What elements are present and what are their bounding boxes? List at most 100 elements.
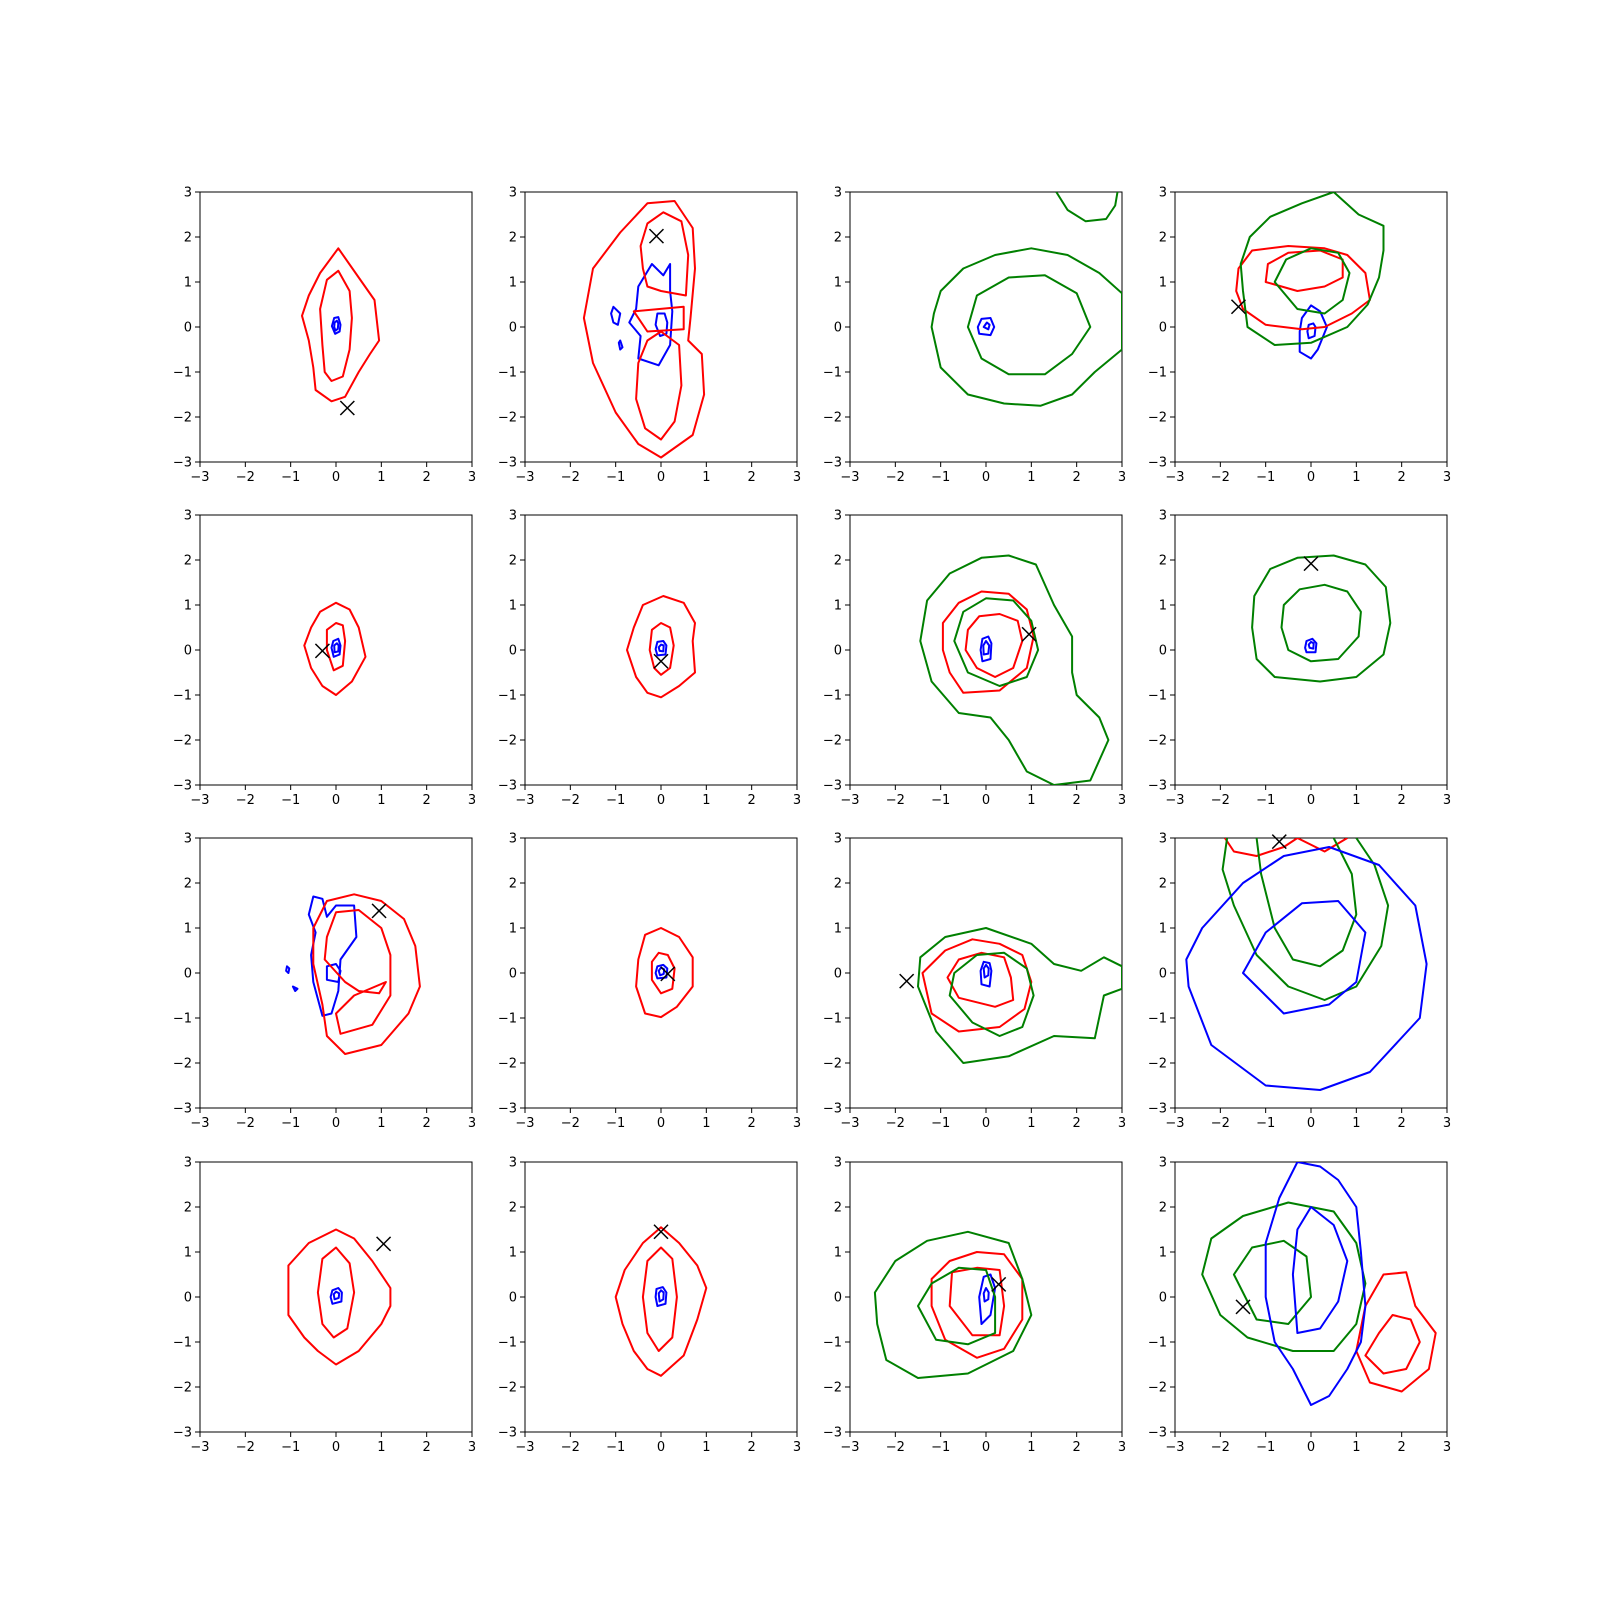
blue-contour-outer (1298, 304, 1328, 360)
green-contour-inner (948, 951, 1035, 1037)
y-tick-label: 0 (509, 967, 517, 982)
green-contour-inner (966, 274, 1092, 376)
y-tick-label: 1 (1159, 1246, 1167, 1261)
x-tick-label: 1 (377, 1116, 385, 1131)
y-tick-label: 0 (184, 967, 192, 982)
y-tick-label: 3 (509, 186, 517, 201)
x-tick-label: 0 (982, 1440, 990, 1455)
x-tick-label: 2 (1073, 793, 1081, 808)
x-tick-label: 2 (748, 470, 756, 485)
red-contour-outer (582, 200, 706, 459)
x-tick-label: 0 (1307, 470, 1315, 485)
x-tick-label: 3 (468, 470, 476, 485)
contour-group (919, 554, 1110, 785)
y-tick-label: 2 (834, 231, 842, 246)
x-tick-label: 0 (1307, 1440, 1315, 1455)
x-tick-label: −1 (606, 1116, 625, 1131)
x-marker (339, 400, 355, 416)
blue-contour-outer (979, 960, 993, 988)
x-tick-label: 2 (1398, 470, 1406, 485)
y-tick-label: −1 (823, 1336, 842, 1351)
panel-frame (849, 837, 1123, 1109)
panel-frame (524, 1161, 798, 1433)
blue-contour-outer (654, 1286, 668, 1307)
x-marker (660, 966, 676, 982)
y-tick-label: 0 (834, 967, 842, 982)
x-tick-label: 3 (793, 1116, 801, 1131)
green-contour-inner (1232, 1239, 1312, 1325)
y-tick-label: 1 (184, 1246, 192, 1261)
y-tick-label: −3 (498, 1102, 517, 1117)
y-tick-label: 3 (509, 509, 517, 524)
red-contour-outer (312, 893, 421, 1055)
x-tick-label: 1 (1352, 793, 1360, 808)
blue-contour-inner (982, 963, 990, 979)
red-contour-inner (641, 1246, 678, 1352)
x-tick-label: −2 (561, 1440, 580, 1455)
y-tick-label: 0 (834, 321, 842, 336)
blue-contour-outer (1185, 846, 1428, 1091)
blue-contour-outer (654, 640, 668, 657)
y-tick-label: 0 (509, 321, 517, 336)
y-tick-label: 1 (1159, 276, 1167, 291)
blue-contour-inner (657, 1289, 665, 1303)
y-tick-label: −3 (823, 779, 842, 794)
y-tick-label: 3 (1159, 186, 1167, 201)
y-tick-label: −1 (498, 1336, 517, 1351)
x-tick-label: 3 (1118, 1440, 1126, 1455)
red-contour-inner (319, 269, 353, 382)
y-tick-label: 3 (509, 1156, 517, 1171)
x-tick-label: 1 (702, 1116, 710, 1131)
x-tick-label: −2 (561, 470, 580, 485)
red-contour-inner (639, 211, 690, 297)
x-tick-label: 3 (1443, 1116, 1451, 1131)
contour-group (930, 192, 1122, 407)
x-tick-label: −1 (281, 793, 300, 808)
y-tick-label: 2 (509, 1201, 517, 1216)
y-tick-label: 2 (184, 554, 192, 569)
y-tick-label: −1 (173, 366, 192, 381)
red-contour-inner (650, 951, 676, 995)
x-marker (1271, 834, 1287, 850)
panel-frame (199, 1161, 473, 1433)
x-tick-label: 1 (1352, 1116, 1360, 1131)
x-tick-label: 1 (1027, 1116, 1035, 1131)
x-marker (648, 228, 664, 244)
y-tick-label: −2 (498, 411, 517, 426)
x-tick-label: −3 (515, 793, 534, 808)
y-tick-label: −3 (498, 456, 517, 471)
panel-frame (1174, 837, 1448, 1109)
y-tick-label: 0 (184, 1291, 192, 1306)
y-tick-label: −2 (498, 1381, 517, 1396)
y-tick-label: −1 (823, 366, 842, 381)
y-tick-label: 3 (184, 832, 192, 847)
panel-1: −3−3 −2 −2 −1 −1 0 0 1 1 2 2 3 3 (173, 186, 476, 486)
red-contour-inner (1224, 838, 1298, 857)
y-tick-label: −3 (823, 1102, 842, 1117)
x-tick-label: −1 (606, 793, 625, 808)
y-tick-label: 3 (834, 186, 842, 201)
red-contour-outer (941, 590, 1035, 694)
green-contour-outer (1201, 1201, 1367, 1352)
x-tick-label: −3 (190, 1116, 209, 1131)
y-tick-label: −1 (1148, 366, 1167, 381)
y-tick-label: −1 (823, 1012, 842, 1027)
y-tick-label: −1 (173, 689, 192, 704)
x-tick-label: 0 (982, 470, 990, 485)
y-tick-label: 3 (1159, 832, 1167, 847)
red-contour-inner (635, 330, 683, 441)
panel-frame (849, 514, 1123, 786)
x-marker (314, 643, 330, 659)
panel-16: −3−3 −2 −2 −1 −1 0 0 1 1 2 2 3 3 (1148, 1156, 1451, 1456)
green-contour-outer (917, 927, 1122, 1064)
x-tick-label: 0 (332, 470, 340, 485)
red-contour-outer (1296, 838, 1348, 853)
red-contour-inner (1364, 1314, 1421, 1375)
x-tick-label: −3 (1165, 1440, 1184, 1455)
x-tick-label: −3 (515, 1116, 534, 1131)
x-tick-label: −1 (281, 1440, 300, 1455)
contour-group (1185, 838, 1428, 1091)
y-tick-label: −2 (823, 734, 842, 749)
y-tick-label: −3 (1148, 456, 1167, 471)
x-tick-label: −1 (281, 1116, 300, 1131)
